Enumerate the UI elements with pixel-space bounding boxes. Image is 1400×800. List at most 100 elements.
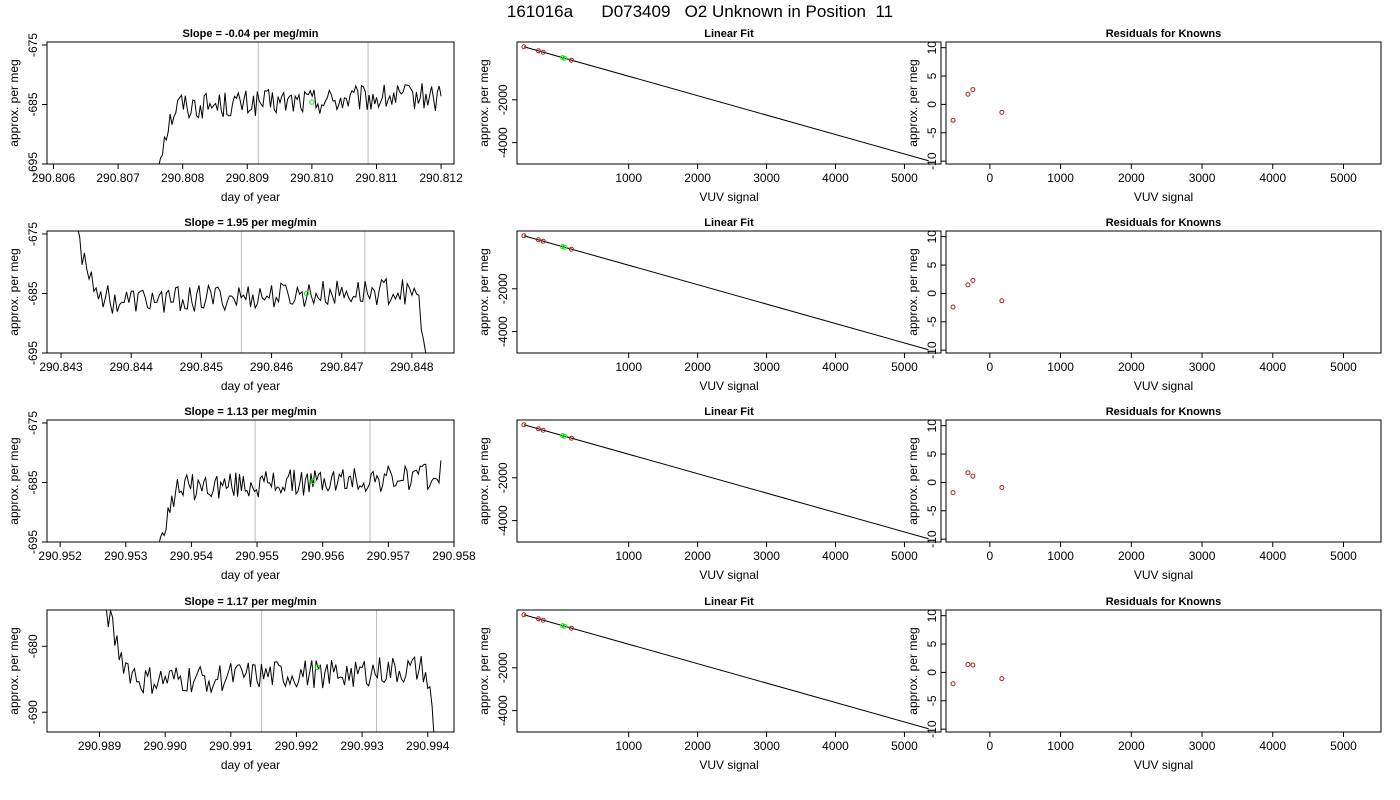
data-layer [521,422,929,540]
x-tick-label: 0 [987,360,994,374]
plot-frame [516,419,942,543]
panel-time-series-1: Slope = -0.04 per meg/min 290.806 290.807 2… [7,28,463,204]
fit-line [523,424,929,540]
panel-title: Residuals for Knowns [1106,217,1222,229]
x-tick-label: 290.809 [226,171,270,185]
x-tick-label: 290.807 [96,171,140,185]
y-tick-label: 0 [925,101,939,108]
panel-title: Slope = 1.95 per meg/min [184,217,317,229]
data-layer [950,277,1005,310]
unknown-point [562,55,568,61]
y-tick-label: 10 [925,609,939,623]
x-tick-label: 2000 [684,739,711,753]
x-axis-label: VUV signal [1134,568,1193,582]
panel-time-series-4: Slope = 1.17 per meg/min 290.989 290.990 29… [7,596,455,772]
y-tick-label: -10 [925,530,939,548]
y-tick-label: -5 [925,127,939,138]
panel-title: Residuals for Knowns [1106,596,1222,608]
x-tick-label: 290.952 [38,549,82,563]
signal-trace [158,83,442,164]
plot-frame [516,230,942,354]
x-tick-label: 290.846 [250,360,294,374]
y-axis-label: approx. per meg [906,437,920,524]
x-tick-label: 4000 [1259,739,1286,753]
known-point [568,57,574,63]
known-point [568,625,574,631]
residual-point [999,109,1005,115]
x-axis-label: VUV signal [699,190,758,204]
y-tick-label: -10 [925,720,939,738]
plot-frame [945,419,1382,543]
y-tick-label: 5 [925,640,939,647]
known-point [535,48,541,54]
known-point [568,435,574,441]
x-tick-label: 1000 [1047,549,1074,563]
x-tick-label: 4000 [822,360,849,374]
data-layer [521,233,929,351]
x-tick-label: 290.992 [275,739,319,753]
x-tick-label: 3000 [1189,739,1216,753]
unknown-mean-marker [303,290,310,297]
panel-time-series-2: Slope = 1.95 per meg/min 290.843 290.844 29… [7,217,455,393]
y-tick-label: 0 [925,479,939,486]
x-tick-label: 5000 [1330,360,1357,374]
panel-linear-fit-4: Linear Fit 1000 2000 3000 4000 5000 -4000 -2000… [477,596,942,772]
x-tick-label: 290.810 [290,171,334,185]
data-layer [950,470,1005,496]
data-layer [950,661,1005,687]
x-axis-label: VUV signal [1134,190,1193,204]
x-tick-label: 290.954 [170,549,214,563]
x-tick-label: 3000 [753,171,780,185]
y-tick-label: -10 [925,152,939,170]
y-axis-label: approx. per meg [7,437,21,524]
y-tick-label: 10 [925,230,939,244]
y-tick-label: 10 [925,419,939,433]
x-tick-label: 5000 [891,171,918,185]
x-tick-label: 290.811 [355,171,398,185]
known-point [521,422,527,428]
y-tick-label: -5 [925,505,939,516]
x-tick-label: 0 [987,739,994,753]
y-tick-label: -5 [925,316,939,327]
x-tick-label: 3000 [753,360,780,374]
y-axis-label: approx. per meg [906,248,920,335]
y-tick-label: 10 [925,41,939,55]
y-tick-label: -4000 [496,505,510,536]
x-tick-label: 290.993 [340,739,384,753]
y-axis-label: approx. per meg [7,59,21,146]
data-layer [950,87,1005,123]
x-tick-label: 290.957 [367,549,411,563]
x-tick-label: 4000 [822,171,849,185]
x-axis-label: day of year [221,190,280,204]
x-tick-label: 290.991 [209,739,253,753]
residual-point [965,661,971,667]
plot-frame [945,41,1382,165]
residual-point [965,470,971,476]
x-tick-label: 290.843 [39,360,83,374]
residual-point [950,681,956,687]
panel-title: Linear Fit [704,596,754,608]
y-tick-label: -680 [26,634,40,658]
x-axis-label: day of year [221,568,280,582]
x-tick-label: 5000 [891,549,918,563]
y-tick-label: -2000 [496,84,510,115]
panel-residuals-2: Residuals for Knowns 0 1000 2000 3000 4000 500… [906,217,1382,393]
x-tick-label: 5000 [891,739,918,753]
signal-trace [158,460,442,542]
x-axis-label: VUV signal [1134,758,1193,772]
y-tick-label: -695 [26,152,40,176]
fit-line [523,614,929,730]
x-tick-label: 4000 [822,739,849,753]
known-point [521,44,527,50]
x-tick-label: 290.848 [390,360,434,374]
x-tick-label: 290.990 [143,739,187,753]
y-tick-label: -695 [26,530,40,554]
x-tick-label: 5000 [1330,739,1357,753]
x-tick-label: 4000 [822,549,849,563]
panel-residuals-3: Residuals for Knowns 0 1000 2000 3000 4000 500… [906,406,1382,582]
signal-trace [77,231,427,353]
known-point [540,49,546,55]
residual-point [965,282,971,288]
panel-title: Residuals for Knowns [1106,406,1222,418]
y-tick-label: 5 [925,261,939,268]
